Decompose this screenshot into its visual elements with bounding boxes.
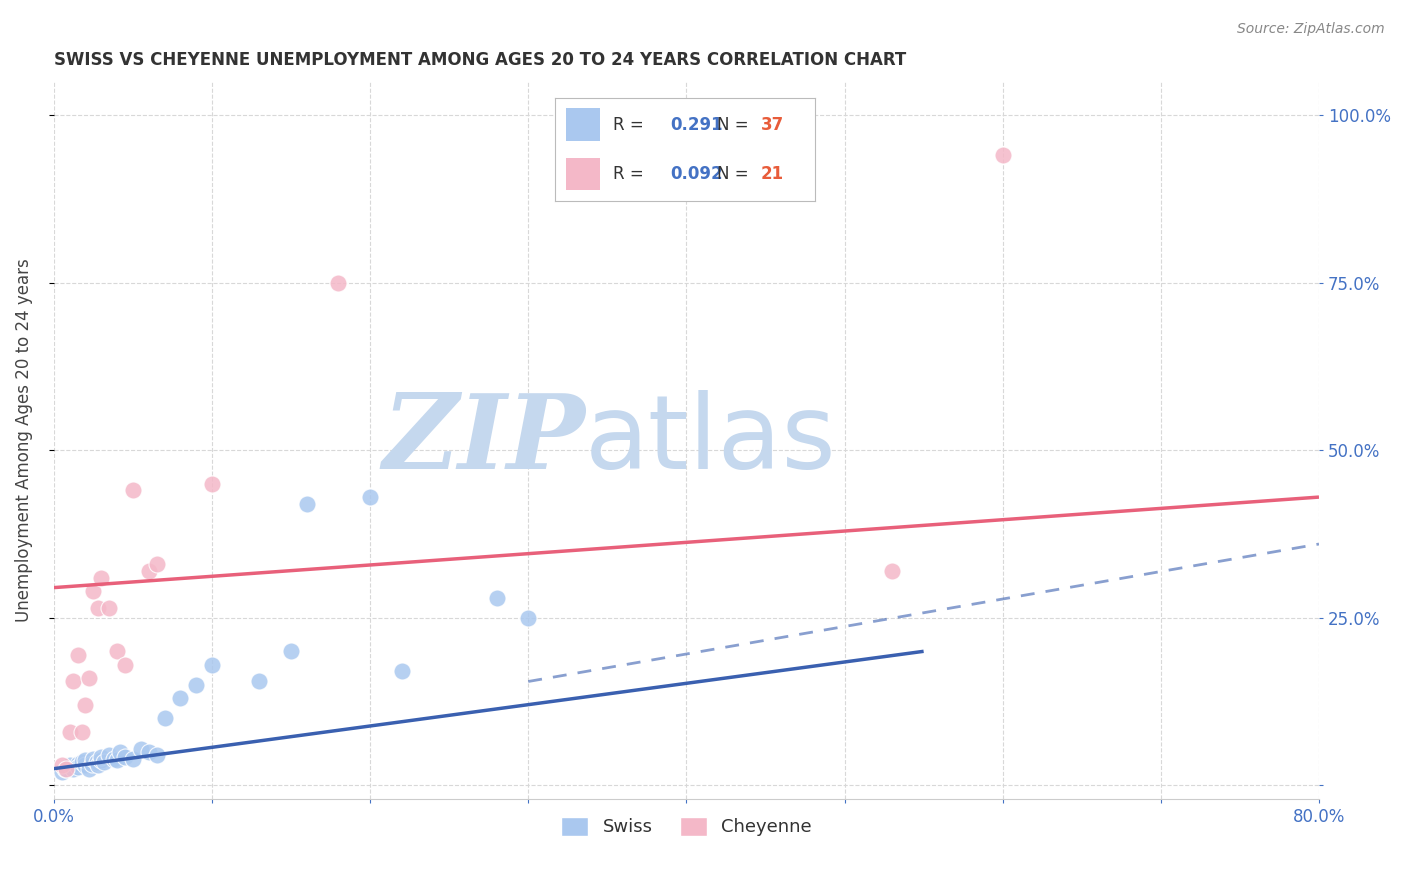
Point — [186, 678, 208, 692]
Point — [53, 762, 76, 776]
Point — [991, 148, 1014, 162]
Point — [77, 762, 100, 776]
Point — [51, 764, 73, 779]
Point — [66, 759, 89, 773]
Point — [880, 564, 903, 578]
Point — [59, 758, 82, 772]
Text: atlas: atlas — [585, 390, 837, 491]
Y-axis label: Unemployment Among Ages 20 to 24 years: Unemployment Among Ages 20 to 24 years — [15, 258, 32, 622]
Point — [105, 644, 128, 658]
Point — [359, 490, 381, 504]
Point — [86, 755, 108, 769]
Point — [72, 755, 94, 769]
Point — [62, 674, 84, 689]
Point — [90, 753, 112, 767]
Text: R =: R = — [613, 116, 648, 134]
Point — [82, 584, 104, 599]
Text: 0.092: 0.092 — [669, 165, 723, 183]
Point — [201, 657, 224, 672]
Point — [80, 756, 103, 771]
Point — [169, 691, 191, 706]
Text: N =: N = — [717, 165, 754, 183]
Text: 21: 21 — [761, 165, 785, 183]
Text: ZIP: ZIP — [382, 389, 585, 491]
Point — [98, 600, 121, 615]
Bar — [565, 158, 599, 190]
Point — [59, 724, 82, 739]
Point — [122, 483, 145, 498]
Text: 0.291: 0.291 — [669, 116, 723, 134]
Point — [77, 671, 100, 685]
Point — [391, 665, 413, 679]
Point — [75, 753, 97, 767]
Point — [153, 711, 176, 725]
Point — [138, 745, 160, 759]
Point — [145, 557, 167, 571]
Point — [51, 758, 73, 772]
Point — [295, 497, 318, 511]
Point — [105, 753, 128, 767]
Point — [82, 751, 104, 765]
Point — [103, 751, 125, 765]
Point — [280, 644, 302, 658]
Point — [90, 570, 112, 584]
Point — [87, 758, 110, 772]
Point — [328, 276, 350, 290]
Point — [90, 750, 112, 764]
Point — [87, 600, 110, 615]
Point — [75, 698, 97, 712]
Point — [93, 755, 115, 769]
Point — [249, 674, 271, 689]
Point — [62, 762, 84, 776]
Text: 37: 37 — [761, 116, 785, 134]
Legend: Swiss, Cheyenne: Swiss, Cheyenne — [554, 810, 820, 844]
Text: N =: N = — [717, 116, 754, 134]
Point — [114, 750, 136, 764]
Text: SWISS VS CHEYENNE UNEMPLOYMENT AMONG AGES 20 TO 24 YEARS CORRELATION CHART: SWISS VS CHEYENNE UNEMPLOYMENT AMONG AGE… — [53, 51, 905, 69]
Point — [55, 762, 77, 776]
Point — [138, 564, 160, 578]
Point — [517, 611, 540, 625]
Point — [201, 476, 224, 491]
Point — [145, 748, 167, 763]
Bar — [565, 108, 599, 141]
Point — [129, 741, 152, 756]
Point — [110, 745, 132, 759]
Point — [66, 756, 89, 771]
Text: R =: R = — [613, 165, 648, 183]
Point — [485, 591, 508, 605]
Point — [66, 648, 89, 662]
Point — [72, 724, 94, 739]
Text: Source: ZipAtlas.com: Source: ZipAtlas.com — [1237, 22, 1385, 37]
Point — [98, 748, 121, 763]
Point — [75, 758, 97, 772]
Point — [122, 751, 145, 765]
Point — [114, 657, 136, 672]
